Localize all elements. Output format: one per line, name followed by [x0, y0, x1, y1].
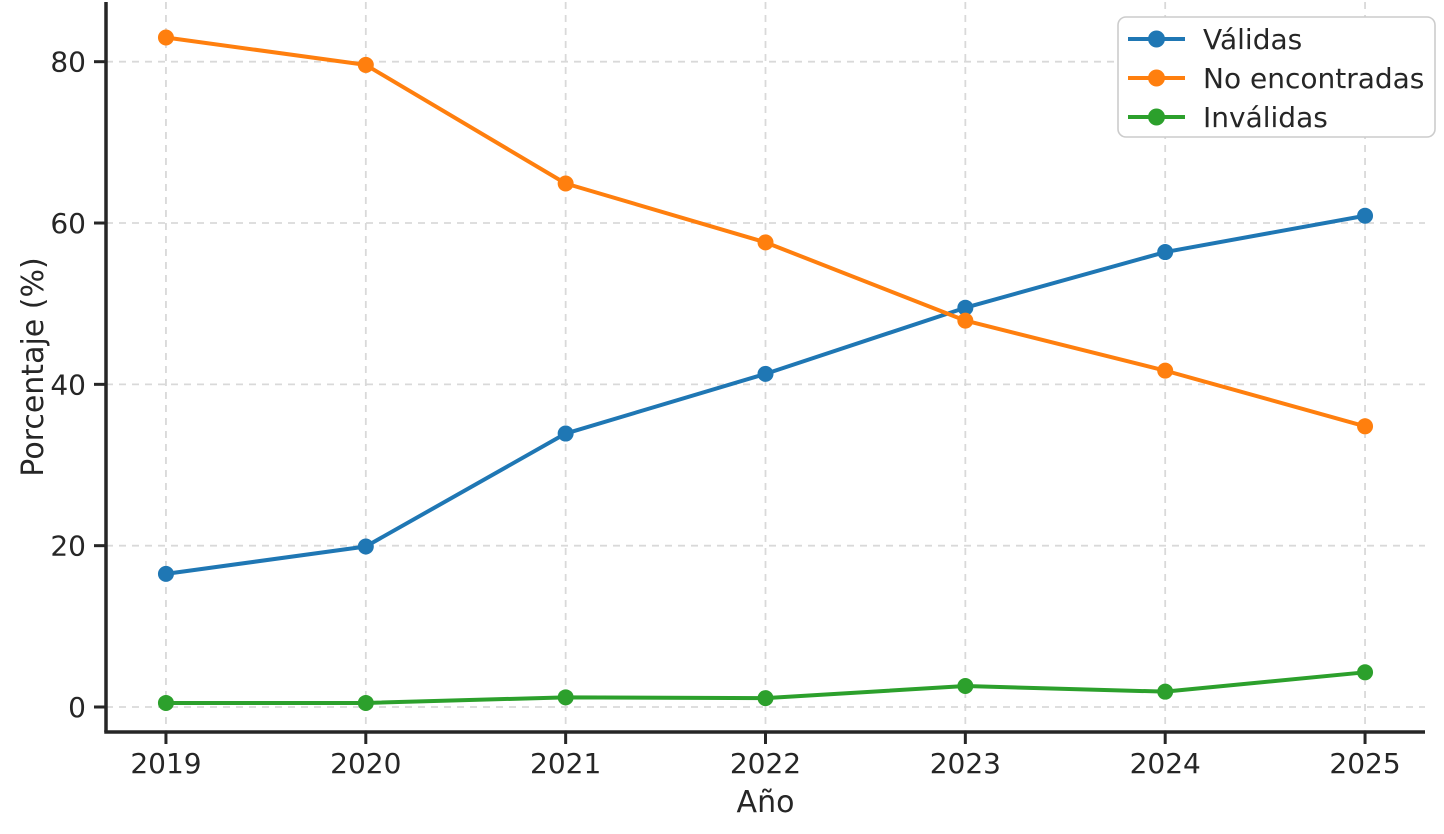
legend-label: No encontradas [1203, 62, 1424, 95]
y-tick-label: 80 [50, 46, 86, 79]
data-point-no-encontradas-2022 [757, 234, 774, 251]
data-point-invalidas-2020 [357, 694, 374, 711]
legend-swatch-marker [1148, 69, 1165, 87]
x-tick-label: 2024 [1130, 747, 1201, 780]
x-tick-label: 2020 [330, 747, 401, 780]
legend: Válidas No encontradas Inválidas [1117, 16, 1436, 138]
legend-item-validas: Válidas [1128, 23, 1302, 56]
data-point-invalidas-2024 [1157, 683, 1174, 700]
x-tick-label: 2023 [930, 747, 1001, 780]
legend-label: Inválidas [1203, 101, 1328, 134]
data-point-no-encontradas-2024 [1157, 362, 1174, 379]
data-point-validas-2025 [1357, 207, 1374, 224]
data-point-invalidas-2021 [557, 689, 574, 706]
data-point-validas-2022 [757, 365, 774, 382]
data-point-no-encontradas-2019 [157, 29, 174, 46]
data-point-validas-2023 [957, 299, 974, 316]
data-point-validas-2019 [157, 565, 174, 582]
legend-swatch-marker [1148, 30, 1165, 48]
data-point-no-encontradas-2021 [557, 175, 574, 192]
data-point-invalidas-2023 [957, 678, 974, 695]
y-axis-label: Porcentaje (%) [16, 257, 51, 476]
x-tick-label: 2022 [730, 747, 801, 780]
data-point-no-encontradas-2020 [357, 56, 374, 73]
data-point-validas-2024 [1157, 244, 1174, 261]
y-tick-label: 20 [50, 530, 86, 563]
x-tick-label: 2025 [1329, 747, 1400, 780]
legend-swatch-marker [1148, 108, 1165, 126]
y-tick-label: 60 [50, 207, 86, 240]
legend-item-invalidas: Inválidas [1128, 101, 1328, 134]
data-point-no-encontradas-2023 [957, 312, 974, 329]
data-point-invalidas-2025 [1357, 664, 1374, 681]
data-point-invalidas-2022 [757, 690, 774, 707]
data-point-no-encontradas-2025 [1357, 418, 1374, 435]
legend-box [1117, 16, 1436, 138]
x-tick-label: 2019 [130, 747, 201, 780]
legend-item-no-encontradas: No encontradas [1128, 62, 1424, 95]
y-tick-label: 0 [68, 691, 86, 724]
y-tick-label: 40 [50, 368, 86, 401]
x-axis-label: Año [737, 785, 795, 820]
x-tick-label: 2021 [530, 747, 601, 780]
data-point-validas-2021 [557, 425, 574, 442]
legend-label: Válidas [1203, 23, 1302, 56]
data-point-invalidas-2019 [157, 694, 174, 711]
data-point-validas-2020 [357, 538, 374, 555]
